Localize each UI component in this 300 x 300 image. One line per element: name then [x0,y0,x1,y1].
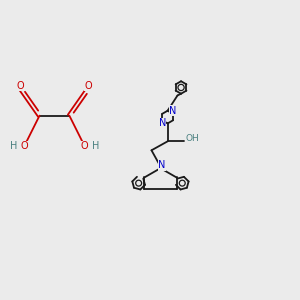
Text: N: N [169,106,177,116]
Text: H: H [10,141,17,151]
Text: O: O [80,141,88,151]
Text: O: O [84,81,92,91]
Text: H: H [92,141,99,151]
Text: N: N [158,160,166,170]
Text: OH: OH [185,134,199,143]
Text: N: N [159,118,166,128]
Text: O: O [17,81,25,91]
Text: O: O [21,141,28,151]
